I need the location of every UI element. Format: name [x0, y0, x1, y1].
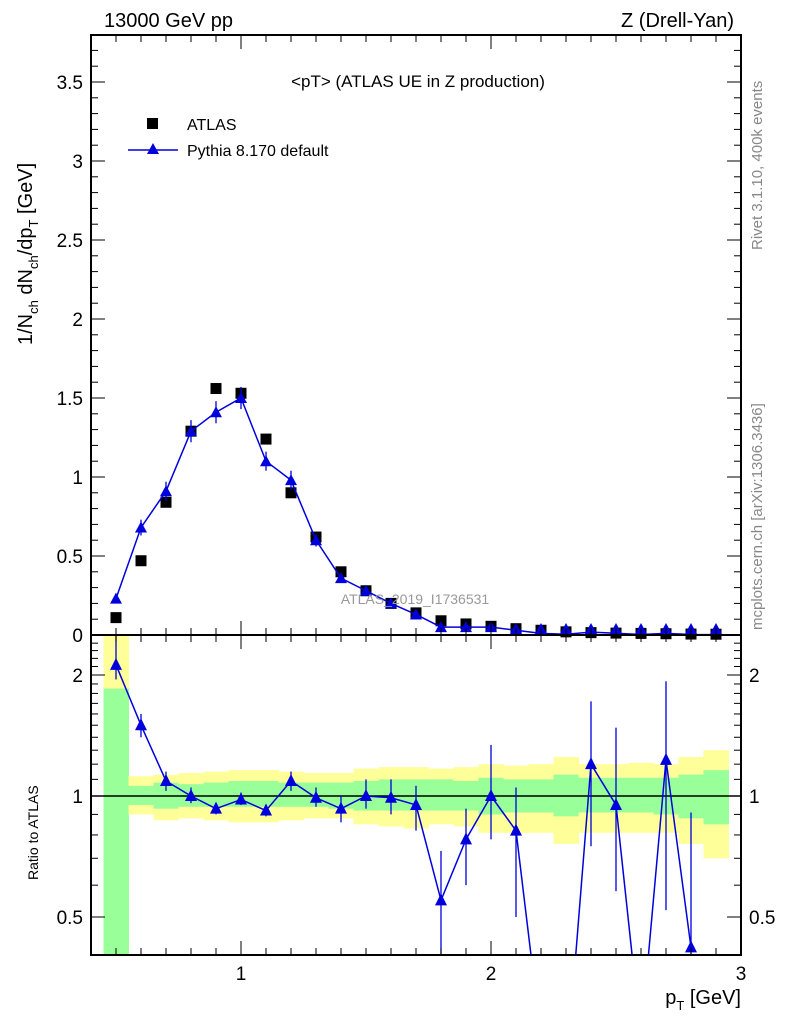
pythia-point — [460, 621, 472, 633]
ratio-line-segment — [515, 830, 532, 955]
pythia-point — [110, 592, 122, 604]
y-tick-label-ratio: 0.5 — [57, 908, 83, 929]
legend-atlas-marker — [147, 118, 158, 129]
atlas-point — [160, 496, 172, 508]
pythia-point — [360, 584, 372, 596]
band-green — [103, 688, 129, 954]
y-tick-label-main: 3 — [72, 152, 83, 173]
atlas-point — [335, 566, 347, 578]
y-tick-label-ratio: 1 — [72, 787, 83, 808]
ratio-point — [160, 773, 172, 786]
pythia-point — [335, 572, 347, 584]
main-ylabel: 1/Nch dNch/dpT [GeV] — [15, 163, 41, 345]
atlas-point — [435, 615, 447, 627]
ratio-line-segment — [615, 804, 633, 955]
xlabel: pT [GeV] — [665, 987, 741, 1013]
ratio-point — [410, 797, 422, 810]
data-marks — [110, 383, 722, 955]
ratio-point — [660, 752, 672, 765]
x-tick-label: 1 — [236, 964, 247, 985]
ratio-point — [235, 792, 247, 805]
ratio-point — [510, 823, 522, 836]
ratio-line-segment — [415, 804, 442, 901]
rivet-label: Rivet 3.1.10, 400k events — [749, 81, 766, 250]
ratio-point — [485, 789, 497, 801]
band-green — [253, 780, 279, 807]
ratio-point — [385, 790, 397, 803]
band-green — [703, 770, 729, 825]
y-tick-label-main: 3.5 — [57, 73, 83, 94]
pythia-point — [235, 392, 247, 403]
band-green — [428, 779, 454, 811]
ratio-point — [435, 893, 447, 906]
ratio-point — [360, 789, 372, 801]
y-tick-label-ratio-right: 0.5 — [749, 908, 775, 929]
y-tick-label-main: 1.5 — [57, 389, 83, 410]
y-tick-label-ratio: 2 — [72, 666, 83, 687]
ratio-line-segment — [465, 795, 492, 840]
y-tick-label-main: 0.5 — [57, 547, 83, 568]
ratio-point — [460, 832, 472, 845]
ratio-point — [110, 657, 122, 670]
ratio-point — [685, 940, 697, 953]
mcplots-label: mcplots.cern.ch [arXiv:1306.3436] — [749, 403, 766, 630]
pythia-point — [260, 455, 272, 467]
atlas-point — [110, 612, 122, 624]
pythia-point — [185, 425, 197, 437]
y-tick-label-ratio-right: 2 — [749, 666, 760, 687]
legend-pythia-marker — [147, 143, 159, 154]
atlas-point — [135, 555, 147, 567]
ratio-point — [285, 773, 297, 786]
y-tick-label-main: 2.5 — [57, 231, 83, 252]
header-left: 13000 GeV pp — [104, 10, 233, 32]
x-tick-label: 3 — [736, 964, 747, 985]
ratio-point — [585, 757, 597, 770]
ratio-line-segment — [365, 795, 392, 799]
pythia-point — [435, 621, 447, 633]
ratio-point — [210, 801, 222, 814]
y-tick-label-main: 1 — [72, 468, 83, 489]
pythia-point — [385, 597, 397, 609]
ratio-point — [260, 803, 272, 816]
axis-ticks: 1 2 3 0 0.5 1 1.5 2 2.5 3 3.5 0.5 0.5 1 1 2 2 — [57, 35, 775, 985]
ratio-line-segment — [575, 764, 592, 955]
watermark: ATLAS_2019_I1736531 — [341, 591, 490, 607]
ratio-point — [310, 790, 322, 803]
ratio-line-segment — [390, 797, 417, 806]
y-tick-label-ratio-right: 1 — [749, 787, 760, 808]
ratio-line-segment — [665, 759, 692, 948]
ratio-line-segment — [440, 839, 467, 901]
pythia-point — [160, 485, 172, 497]
pythia-point — [285, 474, 297, 486]
legend-atlas-label: ATLAS — [187, 117, 237, 134]
ratio-point — [610, 797, 622, 810]
ratio-point — [135, 718, 147, 731]
y-tick-label-main: 0 — [72, 626, 83, 647]
ratio-ylabel: Ratio to ATLAS — [25, 785, 41, 880]
pythia-point — [135, 521, 147, 533]
atlas-point — [210, 383, 222, 395]
ratio-point — [185, 789, 197, 801]
ratio-line-segment — [490, 795, 517, 832]
ratio-line-segment — [647, 759, 667, 955]
ratio-series — [110, 636, 697, 955]
band-green — [628, 777, 654, 813]
ratio-point — [335, 801, 347, 814]
atlas-point — [260, 433, 272, 445]
pythia-point — [210, 406, 222, 418]
ratio-line-segment — [140, 724, 167, 782]
pythia-point — [410, 608, 422, 620]
legend-pythia-label: Pythia 8.170 default — [187, 143, 329, 160]
header-right: Z (Drell-Yan) — [621, 10, 734, 32]
x-tick-label: 2 — [486, 964, 497, 985]
chart-title: <pT> (ATLAS UE in Z production) — [291, 72, 545, 91]
y-tick-label-main: 2 — [72, 310, 83, 331]
ratio-line-segment — [115, 664, 142, 726]
atlas-point — [285, 487, 297, 499]
pythia-point — [310, 534, 322, 546]
ratio-line-segment — [590, 763, 617, 806]
